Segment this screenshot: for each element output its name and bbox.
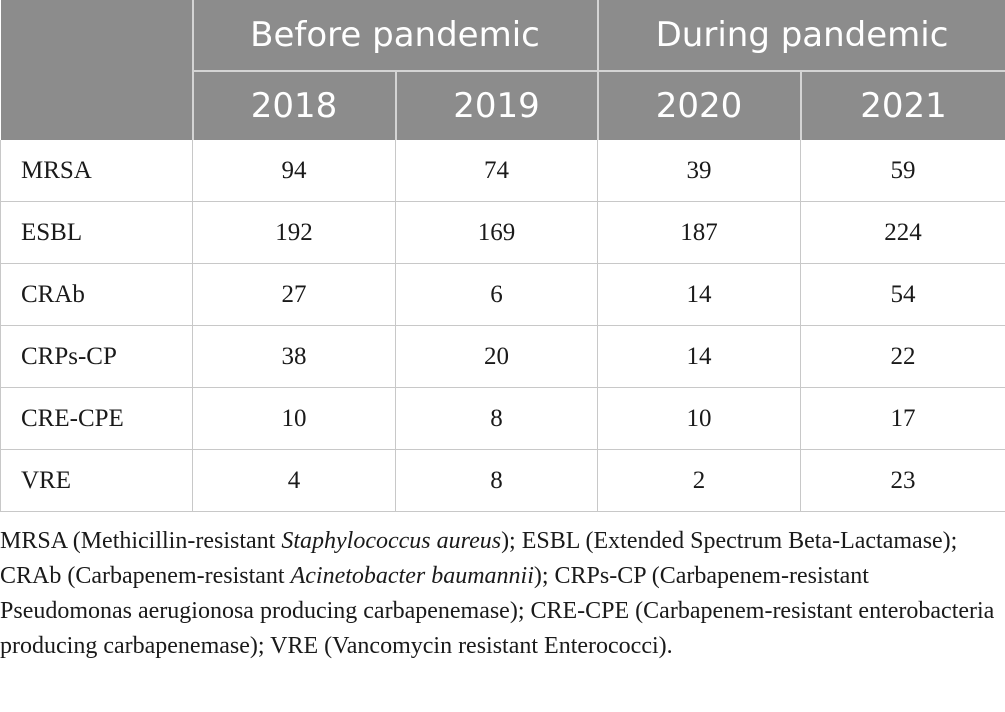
row-label: CRPs-CP [0,325,193,388]
table-cell: 27 [192,263,396,326]
table-row: ESBL 192 169 187 224 [0,201,1005,264]
row-label: CRE-CPE [0,387,193,450]
table-cell: 2 [597,449,801,512]
table-row: CRE-CPE 10 8 10 17 [0,387,1005,450]
row-label: MRSA [0,140,193,202]
footnote-text: ); ESBL (Extended Spectrum Beta-Lactamas… [0,528,958,589]
table-cell: 20 [394,325,598,388]
header-year-2019: 2019 [395,71,599,140]
header-group-row: Before pandemic During pandemic [0,0,1005,140]
header-year-2020: 2020 [597,71,802,140]
table-cell: 10 [597,387,801,450]
table-cell: 224 [800,201,1005,264]
table-cell: 8 [394,449,598,512]
header-corner-cell [0,0,194,140]
footnote-text: ); CRPs-CP (Carbapenem-resistant Pseudom… [0,563,995,659]
table-cell: 10 [192,387,396,450]
table-cell: 187 [597,201,801,264]
table-row: MRSA 94 74 39 59 [0,140,1005,202]
table-row: VRE 4 8 2 23 [0,449,1005,512]
table-cell: 94 [192,140,396,202]
table-cell: 54 [800,263,1005,326]
table-footnote: MRSA (Methicillin-resistant Staphylococc… [0,524,1000,664]
header-year-row: 2018 2019 2020 2021 [1,71,1005,140]
table-cell: 14 [597,325,801,388]
row-label: CRAb [0,263,193,326]
footnote-species-name: Acinetobacter baumannii [290,563,534,589]
table-row: CRPs-CP 38 20 14 22 [0,325,1005,388]
table-cell: 14 [597,263,801,326]
header-group-during-pandemic: During pandemic [597,0,1005,72]
table-body: MRSA 94 74 39 59 ESBL 192 169 187 224 CR… [0,140,1005,512]
table-cell: 6 [394,263,598,326]
table-cell: 169 [394,201,598,264]
header-group-before-pandemic: Before pandemic [192,0,599,72]
table-cell: 192 [192,201,396,264]
header-year-2021: 2021 [800,71,1005,140]
table-cell: 74 [394,140,598,202]
table-cell: 4 [192,449,396,512]
footnote-text: MRSA (Methicillin-resistant [0,528,282,554]
table-cell: 22 [800,325,1005,388]
table-row: CRAb 27 6 14 54 [0,263,1005,326]
table-cell: 8 [394,387,598,450]
table-cell: 59 [800,140,1005,202]
table-cell: 39 [597,140,801,202]
row-label: VRE [0,449,193,512]
table-cell: 38 [192,325,396,388]
table-cell: 17 [800,387,1005,450]
table-header: Before pandemic During pandemic 2018 201… [0,0,1005,140]
table-cell: 23 [800,449,1005,512]
data-table: Before pandemic During pandemic 2018 201… [0,0,1005,512]
header-year-2018: 2018 [192,71,397,140]
footnote-species-name: Staphylococcus aureus [281,528,502,554]
row-label: ESBL [0,201,193,264]
